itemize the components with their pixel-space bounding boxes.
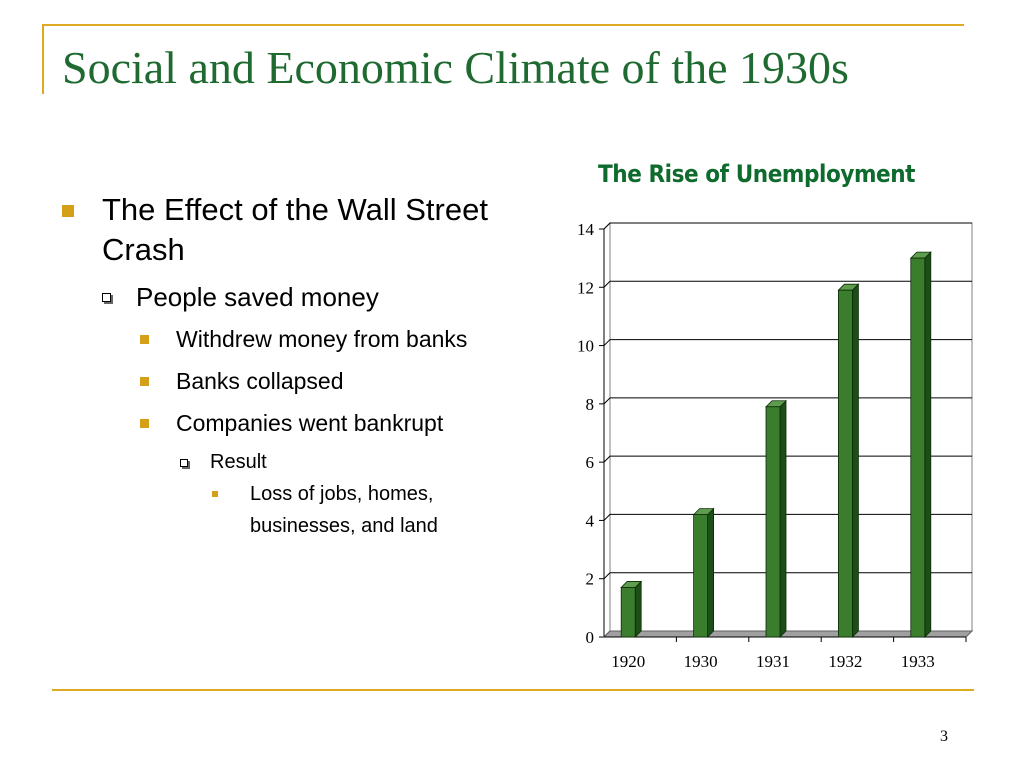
x-tick-label: 1920 xyxy=(611,652,645,671)
filled-square-bullet-icon xyxy=(62,205,74,217)
bullet-text: Result xyxy=(210,451,267,473)
filled-square-bullet-icon xyxy=(140,335,149,344)
y-tick-label: 4 xyxy=(586,511,595,530)
bullet-text: Loss of jobs, homes, businesses, and lan… xyxy=(250,483,438,537)
chart-title: The Rise of Unemployment xyxy=(598,160,916,188)
bar xyxy=(620,587,636,638)
left-rule xyxy=(42,24,44,94)
bullet-text: Withdrew money from banks xyxy=(176,326,468,352)
bullet-item: People saved money xyxy=(62,280,502,314)
y-tick-label: 6 xyxy=(586,453,595,472)
y-tick-label: 12 xyxy=(577,278,594,297)
bullet-item: Result xyxy=(62,448,502,476)
bar xyxy=(693,514,709,638)
side-wall xyxy=(603,221,611,639)
bullet-item: Companies went bankrupt xyxy=(62,406,502,440)
bullet-text: People saved money xyxy=(136,282,379,312)
bullet-list: The Effect of the Wall Street Crash Peop… xyxy=(62,190,502,542)
page-number: 3 xyxy=(940,728,948,745)
bar xyxy=(910,257,926,638)
bullet-item: Withdrew money from banks xyxy=(62,322,502,356)
gridline xyxy=(603,280,972,288)
small-square-bullet-icon xyxy=(212,491,218,497)
bullet-item: Loss of jobs, homes, businesses, and lan… xyxy=(62,478,502,542)
bullet-item: The Effect of the Wall Street Crash xyxy=(62,190,502,270)
filled-square-bullet-icon xyxy=(140,377,149,386)
hollow-square-bullet-icon xyxy=(180,459,188,467)
slide-title: Social and Economic Climate of the 1930s xyxy=(62,42,849,93)
bullet-text: The Effect of the Wall Street Crash xyxy=(102,192,488,267)
y-tick-label: 14 xyxy=(577,220,595,239)
x-tick-label: 1931 xyxy=(756,652,790,671)
gridline xyxy=(603,222,972,230)
x-tick-label: 1933 xyxy=(901,652,935,671)
unemployment-chart: 0 2 4 6 8 10 12 14 1920 1930 1931 1932 1933 xyxy=(577,220,974,671)
bar-side xyxy=(779,399,787,638)
hollow-square-bullet-icon xyxy=(102,293,111,302)
filled-square-bullet-icon xyxy=(140,419,149,428)
bar xyxy=(837,289,853,638)
bar-side xyxy=(851,283,859,638)
y-tick-label: 0 xyxy=(586,628,595,647)
bottom-rule xyxy=(52,689,974,691)
bar-side xyxy=(707,507,715,638)
bullet-text: Banks collapsed xyxy=(176,368,344,394)
bullet-item: Banks collapsed xyxy=(62,364,502,398)
bullet-text: Companies went bankrupt xyxy=(176,410,444,436)
bar-side xyxy=(924,251,932,638)
y-tick-label: 10 xyxy=(577,337,594,356)
top-rule xyxy=(42,24,964,26)
bar xyxy=(765,406,781,638)
bar-side xyxy=(634,580,642,638)
y-tick-label: 2 xyxy=(586,570,595,589)
y-tick-label: 8 xyxy=(586,395,595,414)
x-tick-label: 1932 xyxy=(828,652,862,671)
x-tick-label: 1930 xyxy=(684,652,718,671)
